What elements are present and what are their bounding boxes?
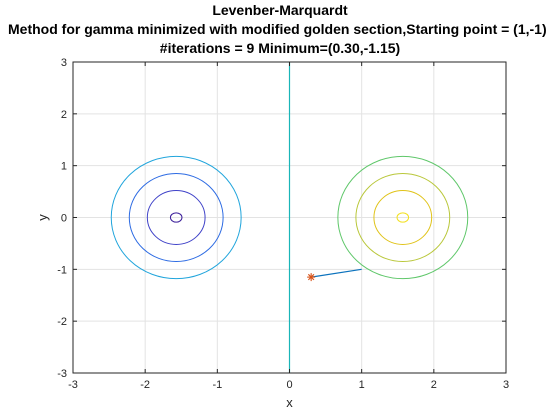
contour-line <box>110 155 242 280</box>
contour-line <box>337 155 469 280</box>
contour-line <box>355 172 451 263</box>
y-tick-label: 2 <box>61 109 67 121</box>
title-line-3: #iterations = 9 Minimum=(0.30,-1.15) <box>159 40 401 56</box>
x-axis-label: x <box>286 395 293 410</box>
x-tick-label: -2 <box>140 379 150 391</box>
optimization-path <box>307 268 362 282</box>
y-axis-label: y <box>35 214 50 221</box>
y-tick-label: -2 <box>57 316 67 328</box>
y-tick-label: -1 <box>57 264 67 276</box>
x-tick-label: 2 <box>431 379 437 391</box>
contour-line <box>373 190 433 245</box>
y-tick-label: 0 <box>61 213 67 225</box>
contour-line <box>128 172 224 263</box>
y-tick-label: -3 <box>57 368 67 380</box>
tick-labels: -3 -2 -1 0 1 2 3 -3 -2 -1 0 1 2 3 <box>57 57 509 391</box>
title-line-1: Levenber-Marquardt <box>212 2 348 18</box>
minimum-marker <box>307 273 316 282</box>
tick-marks <box>72 61 507 374</box>
contour-line <box>396 212 410 223</box>
x-tick-label: 0 <box>286 379 292 391</box>
iteration-path <box>311 268 362 278</box>
contour-line <box>169 212 183 223</box>
x-tick-label: 3 <box>503 379 509 391</box>
contour-line <box>146 190 206 245</box>
y-tick-label: 3 <box>61 57 67 69</box>
y-tick-label: 1 <box>61 161 67 173</box>
contour-lines <box>110 62 469 373</box>
x-tick-label: -1 <box>212 379 222 391</box>
title-line-2: Method for gamma minimized with modified… <box>8 21 547 37</box>
minimum-marker-stroke <box>307 273 315 281</box>
x-tick-label: -3 <box>68 379 78 391</box>
x-tick-label: 1 <box>359 379 365 391</box>
